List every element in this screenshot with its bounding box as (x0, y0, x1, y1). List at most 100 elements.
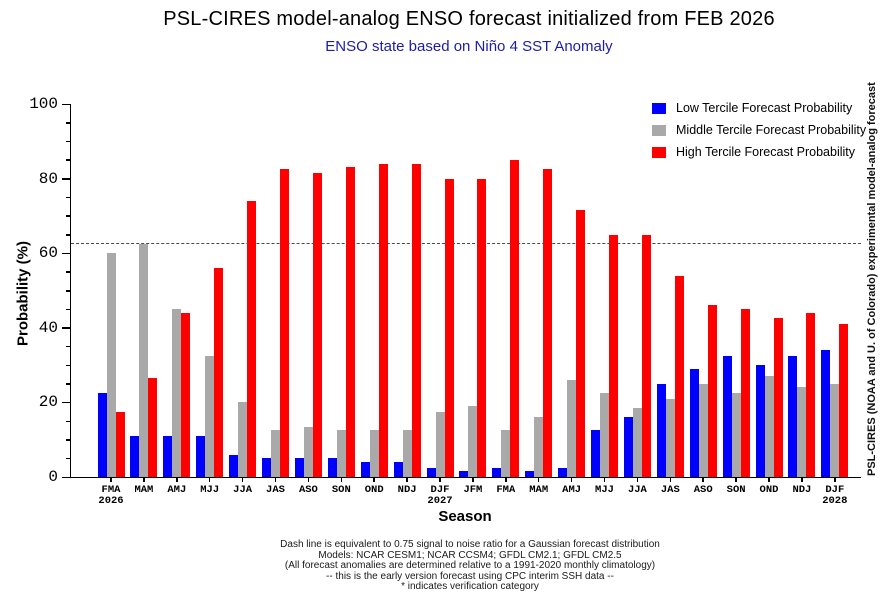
bar-high (214, 268, 224, 477)
bar-low (459, 471, 469, 477)
x-tick-label: ASO (681, 485, 725, 496)
year-label: 2028 (822, 494, 848, 507)
x-tick-label: JJA (221, 485, 265, 496)
bar-middle (567, 380, 577, 477)
season-label: JFM (463, 484, 483, 496)
bar-high (773, 318, 783, 477)
y-axis-tick (66, 345, 71, 348)
bar-low (722, 355, 732, 477)
season-label: AMJ (167, 484, 187, 496)
bar-high (444, 178, 454, 477)
bar-middle (238, 402, 248, 477)
x-axis-tick (176, 477, 178, 482)
y-axis-tick (62, 178, 71, 180)
y-axis-tick (66, 196, 71, 199)
bar-low (327, 458, 337, 477)
season-label: JJA (627, 484, 647, 496)
bar-middle (731, 393, 741, 477)
y-axis-tick (66, 420, 71, 423)
bar-middle (600, 393, 609, 477)
bar-high (247, 200, 257, 477)
y-axis-tick (62, 401, 71, 404)
x-tick-label: NDJ (780, 485, 824, 496)
x-axis-tick (636, 477, 639, 482)
season-label: FMA (101, 484, 121, 496)
chart-subtitle: ENSO state based on Niño 4 SST Anomaly (325, 38, 613, 55)
x-axis-tick (373, 477, 375, 482)
y-axis-tick (66, 383, 71, 385)
bar-high (641, 234, 651, 477)
y-axis-tick (66, 290, 71, 292)
x-axis-tick (274, 477, 277, 482)
x-axis-tick (735, 477, 737, 482)
legend-label-low: Low Tercile Forecast Probability (676, 101, 853, 115)
y-axis-tick (66, 364, 71, 367)
year-label: 2026 (98, 494, 124, 507)
y-tick-label: 60 (38, 244, 58, 263)
x-axis-tick (439, 477, 441, 482)
season-label: MAM (529, 484, 549, 496)
bar-middle (764, 376, 774, 477)
bar-high (576, 210, 586, 477)
bar-middle (632, 408, 642, 477)
y-axis-tick (62, 252, 71, 255)
bar-low (656, 383, 666, 477)
x-tick-label: DJF 2027 (418, 485, 462, 506)
bar-middle (139, 243, 149, 477)
bar-high (312, 173, 322, 477)
bar-low (360, 462, 370, 477)
bar-middle (271, 430, 280, 477)
bar-high (839, 324, 849, 477)
bar-middle (435, 411, 445, 477)
high-tercile-swatch-icon (652, 146, 666, 158)
y-tick-label: 0 (48, 468, 58, 486)
bar-high (378, 163, 388, 477)
legend-item-low: Low Tercile Forecast Probability (652, 97, 866, 119)
bar-middle (665, 398, 675, 477)
x-axis-tick (110, 477, 112, 482)
season-label: ASO (693, 484, 713, 496)
x-axis-title: Season (438, 508, 492, 525)
bar-low (130, 435, 140, 477)
bar-low (229, 454, 239, 477)
bar-high (115, 411, 125, 477)
x-tick-label: MJJ (583, 485, 627, 496)
season-label: JJA (233, 484, 253, 496)
bar-high (609, 234, 618, 477)
bar-high (411, 163, 421, 477)
bar-high (543, 169, 553, 477)
footnotes: Dash line is equivalent to 0.75 signal t… (0, 539, 890, 593)
chart-title: PSL-CIRES model-analog ENSO forecast ini… (163, 8, 775, 30)
bar-middle (468, 406, 478, 477)
x-axis-tick (505, 477, 507, 482)
season-label: SON (331, 484, 351, 496)
season-label: SON (726, 484, 746, 496)
legend-label-high: High Tercile Forecast Probability (676, 145, 856, 159)
bar-middle (797, 387, 807, 477)
bar-low (492, 467, 502, 477)
x-axis-tick (307, 477, 310, 482)
legend: Low Tercile Forecast Probability Middle … (652, 97, 866, 163)
y-axis-tick (66, 140, 71, 143)
bar-middle (698, 383, 708, 477)
y-axis-tick (62, 103, 71, 105)
bar-high (280, 169, 289, 477)
bar-high (740, 309, 750, 477)
season-label: AMJ (562, 484, 582, 496)
x-tick-label: OND (747, 485, 791, 496)
bar-low (558, 467, 568, 477)
bar-middle (303, 426, 313, 477)
x-tick-label: MAM (122, 485, 166, 496)
y-axis-tick (66, 234, 71, 236)
x-axis-tick (143, 477, 145, 482)
bar-high (181, 312, 191, 477)
season-label: DJF (430, 484, 450, 496)
y-axis-tick (66, 439, 71, 441)
bar-high (707, 305, 717, 477)
legend-item-middle: Middle Tercile Forecast Probability (652, 119, 866, 141)
y-axis-tick (66, 215, 71, 217)
bar-high (806, 312, 816, 477)
season-label: FMA (496, 484, 516, 496)
y-tick-label: 80 (38, 169, 58, 188)
legend-label-middle: Middle Tercile Forecast Probability (676, 123, 867, 137)
